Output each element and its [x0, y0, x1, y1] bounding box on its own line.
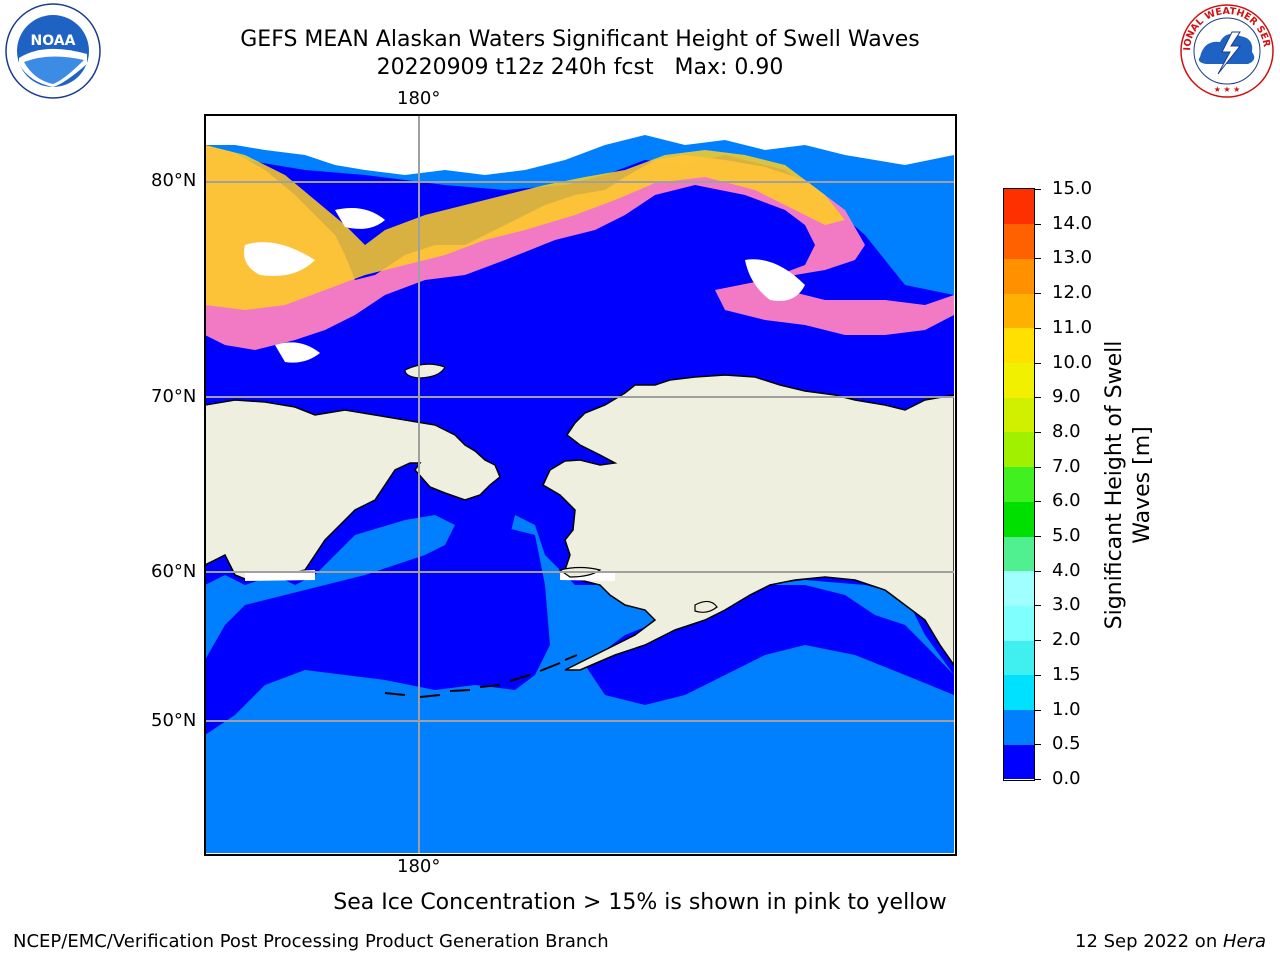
sea-ice-white-patch-3: [275, 342, 320, 363]
colorbar-tick-mark: [1034, 605, 1041, 607]
colorbar-segment: [1004, 466, 1034, 502]
colorbar-tick-mark: [1034, 189, 1041, 190]
colorbar-tick-label: 9.0: [1052, 386, 1081, 408]
kodiak-island: [694, 600, 718, 613]
colorbar-tick-mark: [1034, 327, 1041, 329]
svg-text:NOAA: NOAA: [31, 33, 76, 49]
colorbar-tick-label: 15.0: [1052, 178, 1093, 199]
colorbar-segment: [1004, 397, 1034, 433]
sea-ice-note: Sea Ice Concentration > 15% is shown in …: [333, 890, 947, 915]
colorbar-segment: [1004, 536, 1034, 572]
wrangel-island: [404, 363, 446, 379]
colorbar-tick-mark: [1034, 674, 1041, 676]
colorbar-segment: [1004, 640, 1034, 676]
colorbar-tick-label: 1.0: [1052, 698, 1081, 720]
colorbar-tick-label: 13.0: [1052, 247, 1093, 269]
colorbar-segment: [1004, 744, 1034, 780]
footer-date: 12 Sep 2022 on Hera: [1075, 931, 1266, 952]
colorbar-tick-label: 14.0: [1052, 212, 1093, 234]
colorbar-tick-mark: [1034, 640, 1041, 642]
colorbar-tick-mark: [1034, 501, 1041, 503]
colorbar-tick-mark: [1034, 744, 1041, 746]
latitude-label-70n: 70°N: [151, 386, 197, 407]
footer-host: Hera: [1222, 931, 1266, 952]
colorbar-segment: [1004, 362, 1034, 398]
footer-credit: NCEP/EMC/Verification Post Processing Pr…: [13, 931, 609, 952]
colorbar-tick-label: 0.5: [1052, 733, 1081, 755]
colorbar-segment: [1004, 293, 1034, 329]
chart-title: GEFS MEAN Alaskan Waters Significant Hei…: [240, 27, 920, 52]
sea-ice-yellow-edge: [205, 145, 845, 310]
colorbar-tick-mark: [1034, 223, 1041, 225]
noaa-logo: NOAA: [4, 2, 102, 100]
colorbar-tick-label: 12.0: [1052, 282, 1093, 304]
colorbar-segment: [1004, 674, 1034, 711]
colorbar-segment: [1004, 223, 1034, 259]
colorbar-segment: [1004, 189, 1034, 225]
colorbar-tick-mark: [1034, 397, 1041, 399]
colorbar-tick-label: 10.0: [1052, 351, 1093, 373]
colorbar-tick-mark: [1034, 779, 1041, 780]
svg-text:★ ★ ★: ★ ★ ★: [1214, 85, 1241, 94]
land-alaska: [542, 374, 954, 671]
colorbar-segment: [1004, 709, 1034, 745]
colorbar-tick-mark: [1034, 431, 1041, 433]
colorbar-tick-label: 5.0: [1052, 525, 1081, 547]
sea-ice-white-patch-4: [335, 207, 385, 229]
colorbar-segment: [1004, 501, 1034, 537]
latitude-label-80n: 80°N: [151, 170, 197, 191]
bottom-longitude-label: 180°: [397, 856, 441, 877]
colorbar-tick-mark: [1034, 709, 1041, 711]
ocean-swell-0-0.5-bering: [205, 525, 550, 735]
colorbar-tick-label: 6.0: [1052, 490, 1081, 512]
colorbar-segment: [1004, 258, 1034, 294]
colorbar: [1003, 188, 1035, 781]
nws-logo: NATIONAL WEATHER SERVICE ★ ★ ★: [1174, 0, 1276, 100]
colorbar-tick-mark: [1034, 258, 1041, 260]
map-gridlines: [205, 115, 954, 853]
colorbar-label: Significant Height of Swell Waves [m]: [1102, 340, 1155, 630]
latitude-label-50n: 50°N: [151, 710, 197, 731]
chart-subtitle: 20220909 t12z 240h fcst Max: 0.90: [376, 55, 784, 80]
aleutian-islands: [384, 654, 578, 698]
sea-ice-white-patch-2: [745, 259, 805, 301]
colorbar-segment: [1004, 431, 1034, 468]
colorbar-tick-label: 11.0: [1052, 316, 1093, 338]
sea-ice-band: [205, 145, 954, 350]
sea-ice-white-patch: [244, 242, 315, 276]
colorbar-tick-label: 7.0: [1052, 455, 1081, 477]
colorbar-segment: [1004, 605, 1034, 641]
top-longitude-label: 180°: [397, 88, 441, 109]
colorbar-tick-label: 2.0: [1052, 629, 1081, 651]
colorbar-segment: [1004, 570, 1034, 606]
colorbar-tick-mark: [1034, 293, 1041, 295]
colorbar-tick-label: 0.0: [1052, 768, 1081, 789]
map-panel: [205, 115, 954, 853]
colorbar-segment: [1004, 327, 1034, 364]
colorbar-tick-mark: [1034, 570, 1041, 572]
colorbar-tick-mark: [1034, 362, 1041, 364]
sea-ice-white-pack: [205, 115, 954, 175]
colorbar-tick-mark: [1034, 536, 1041, 538]
colorbar-tick-label: 4.0: [1052, 559, 1081, 581]
colorbar-tick-label: 3.0: [1052, 594, 1081, 616]
colorbar-tick-label: 8.0: [1052, 420, 1081, 442]
map-svg: [205, 115, 954, 853]
colorbar-tick-label: 1.5: [1052, 663, 1081, 685]
latitude-label-60n: 60°N: [151, 561, 197, 582]
colorbar-tick-mark: [1034, 466, 1041, 468]
footer-date-text: 12 Sep 2022 on: [1075, 931, 1223, 952]
